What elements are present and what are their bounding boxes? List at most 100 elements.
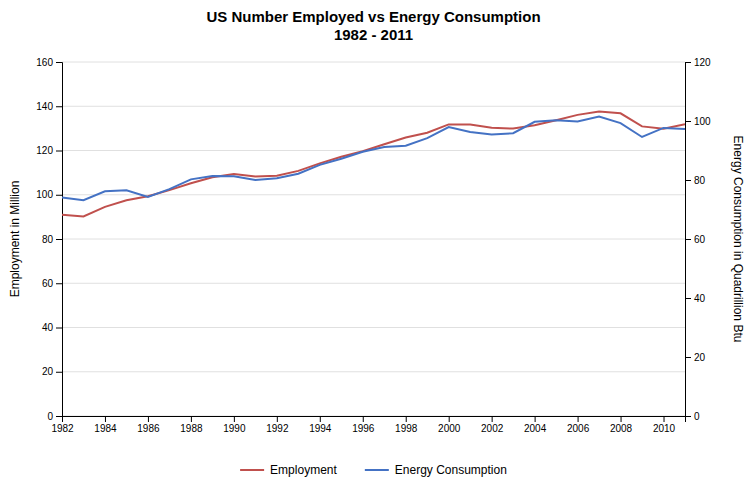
tick-label: 1988 [180,423,203,434]
tick-mark [105,416,106,422]
tick-label: 2008 [610,423,633,434]
axis-line [56,63,63,417]
y-axis: 0 20 40 60 80 100 120 140 160 [36,57,62,422]
legend-item: Energy Consumption [365,463,507,477]
tick-mark [685,239,691,240]
tick-mark [234,416,235,422]
tick: 1998 [395,416,418,434]
tick-mark [449,416,450,422]
tick-label: 120 [694,57,711,68]
tick: 120 [685,57,711,68]
plot-area: 1982198419861988199019921994199619982000… [36,57,711,434]
tick-label: 2004 [524,423,547,434]
tick-label: 1992 [266,423,289,434]
legend: Employment Energy Consumption [240,463,507,477]
tick: 2008 [610,416,633,434]
tick: 0 [685,411,700,422]
legend-label: Employment [270,463,337,477]
tick: 1990 [223,416,246,434]
tick: 2006 [567,416,590,434]
tick: 20 [685,352,706,363]
grid-line [62,283,685,284]
y2-axis-label: Energy Consumption in Quadrillion Btu [731,136,745,343]
axis-line [686,63,692,417]
tick-mark [56,372,62,373]
tick-label: 140 [36,101,53,112]
tick-mark [492,416,493,422]
y-axis-label: Employment in Million [8,181,22,298]
tick-label: 100 [36,189,53,200]
tick-label: 60 [694,234,706,245]
tick: 40 [685,293,706,304]
tick-label: 1990 [223,423,246,434]
tick-mark [685,121,691,122]
series-line [62,112,685,217]
x-axis: 1982 1984 1986 1988 1990 1992 1994 1996 1998 2000… [51,416,685,434]
tick: 1988 [180,416,203,434]
tick: 1996 [352,416,375,434]
tick: 100 [36,189,62,200]
axis-line [63,417,686,423]
legend-label: Energy Consumption [395,463,507,477]
tick-label: 2006 [567,423,590,434]
tick-label: 120 [36,145,53,156]
tick-label: 80 [694,175,706,186]
tick: 1984 [94,416,117,434]
tick-mark [685,180,691,181]
tick: 2000 [438,416,461,434]
tick-mark [148,416,149,422]
tick-mark [621,416,622,422]
tick: 20 [42,366,62,377]
grid [62,62,685,416]
tick-label: 1982 [51,423,74,434]
tick-mark [685,357,691,358]
tick: 140 [36,101,62,112]
grid-line [62,106,685,107]
tick: 2004 [524,416,547,434]
tick-label: 40 [694,293,706,304]
title: US Number Employed vs Energy Consumption… [206,8,540,43]
tick-label: 20 [42,366,54,377]
tick-mark [277,416,278,422]
tick-label: 160 [36,57,53,68]
legend-item: Employment [240,463,337,477]
chart-svg: 1982198419861988199019921994199619982000… [0,0,753,488]
tick-mark [56,106,62,107]
tick-mark [191,416,192,422]
tick: 60 [42,278,62,289]
tick-label: 0 [694,411,700,422]
tick-label: 60 [42,278,54,289]
tick-label: 2010 [653,423,676,434]
tick-label: 100 [694,116,711,127]
tick: 120 [36,145,62,156]
tick: 1982 [51,416,74,434]
tick-label: 1996 [352,423,375,434]
tick-label: 80 [42,234,54,245]
tick-label: 1984 [94,423,117,434]
tick: 80 [685,175,706,186]
tick-label: 0 [47,411,53,422]
tick-mark [685,298,691,299]
tick-mark [56,416,62,417]
tick-mark [664,416,665,422]
tick-mark [56,239,62,240]
tick: 2002 [481,416,504,434]
tick: 60 [685,234,706,245]
tick-mark [56,283,62,284]
tick-label: 1986 [137,423,160,434]
tick-label: 1994 [309,423,332,434]
tick: 40 [42,322,62,333]
tick-mark [56,62,62,63]
tick: 1992 [266,416,289,434]
tick-label: 2002 [481,423,504,434]
tick-mark [363,416,364,422]
tick: 80 [42,234,62,245]
tick-mark [56,328,62,329]
series-line [62,117,685,201]
tick-mark [56,151,62,152]
tick-label: 40 [42,322,54,333]
tick: 160 [36,57,62,68]
tick-mark [685,62,691,63]
y2-axis: 0 20 40 60 80 100 120 [685,57,711,422]
tick-mark [685,416,691,417]
